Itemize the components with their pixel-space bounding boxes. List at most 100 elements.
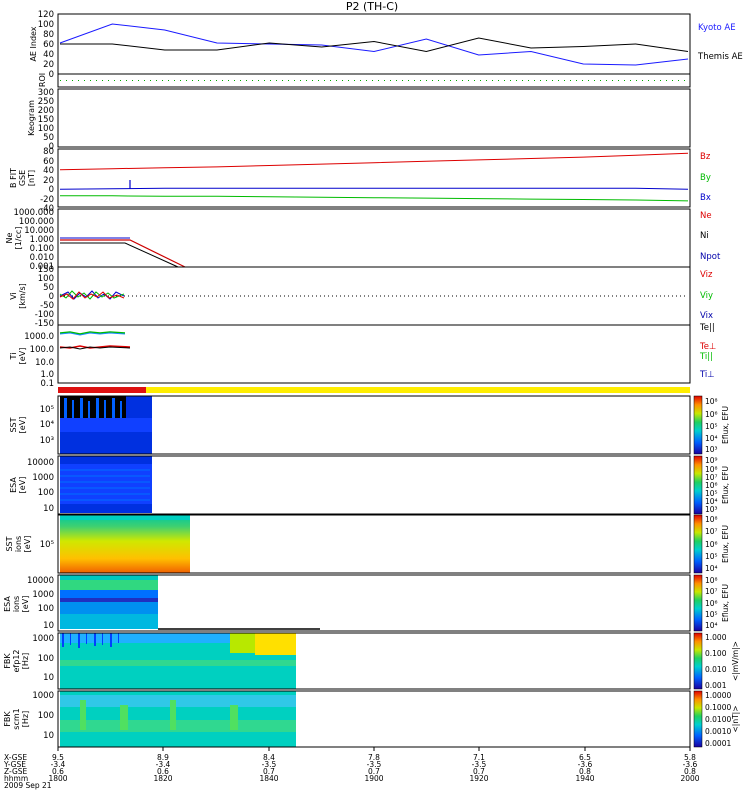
esa-e-cbar-label: Eflux, EFU: [721, 466, 730, 504]
ne-ytick: 0.010: [30, 253, 54, 263]
ti-ylabel-2: [eV]: [18, 348, 27, 365]
footer-value: 1940: [575, 774, 594, 783]
legend-ne: Ne: [700, 211, 712, 221]
sst-e-ylabel-2: [eV]: [18, 417, 27, 434]
ne-ylabel-2: [1/cc]: [14, 227, 23, 250]
footer-value: 8.4: [263, 753, 275, 762]
bfit-ytick: -20: [40, 195, 54, 205]
viz-line: [59, 291, 125, 300]
esa-electron-panel: 10000 1000 100 10 ESA [eV] 10⁹ 10⁸ 10⁷ 1…: [9, 455, 730, 515]
legend-bx: Bx: [700, 193, 711, 203]
ti-ytick: 1.0: [40, 370, 54, 380]
esa-e-cbar-tick: 10⁸: [705, 465, 718, 474]
sst-e-ylabel-1: SST: [9, 417, 18, 432]
sst-e-cbar-tick: 10⁸: [705, 397, 718, 406]
fbk-b-cbar-tick: 0.0010: [705, 727, 731, 736]
bfit-ytick: 40: [43, 166, 54, 176]
viy-line: [59, 290, 125, 300]
sst-i-cbar-tick: 10⁶: [705, 540, 718, 549]
esa-e-ytick: 1000: [32, 473, 54, 483]
footer-value: -3.5: [367, 760, 382, 769]
fbk-e-ytick: 1000: [32, 634, 54, 644]
legend-viz: Viz: [700, 270, 713, 280]
keogram-ytick: 150: [38, 115, 54, 125]
sst-i-cbar-label: Eflux, EFU: [721, 525, 730, 563]
ne-ytick: 0.100: [30, 244, 54, 254]
legend-te-par: Te||: [699, 323, 715, 333]
ae-ytick: 40: [43, 50, 54, 60]
esa-e-ytick: 100: [38, 488, 54, 498]
legend-kyoto-ae: Kyoto AE: [698, 23, 736, 33]
ti-ylabel-1: Ti: [9, 353, 18, 361]
ti-perp-line: [59, 332, 126, 336]
ti-ytick: 0.1: [40, 379, 54, 389]
sst-e-ytick: 10⁴: [40, 420, 55, 430]
legend-ti-perp: Ti⊥: [699, 370, 715, 380]
footer-value: 0.7: [263, 767, 275, 776]
sst-e-cbar-label: Eflux, EFU: [721, 406, 730, 444]
ae-yticks: 120 100 80 60 40 20 0: [38, 10, 54, 80]
fbk-b-ylabel-1: FBK: [3, 711, 12, 727]
legend-npot: Npot: [700, 252, 721, 262]
fbk-e-cbar-tick: 0.100: [705, 649, 727, 658]
ae-themis-line: [60, 37, 689, 53]
esa-e-cbar-tick: 10⁷: [705, 473, 718, 482]
footer-labels: X-GSE Y-GSE Z-GSE hhmm 2009 Sep 21: [3, 753, 52, 790]
ne-ytick: 100.000: [19, 217, 54, 227]
esa-e-cbar-tick: 10⁶: [705, 481, 718, 490]
bfit-ylabel-2: GSE: [18, 170, 27, 186]
fbk-e-cbar-tick: 0.010: [705, 665, 727, 674]
sst-e-cbar-tick: 10⁶: [705, 410, 718, 419]
legend-ni: Ni: [700, 231, 709, 241]
ne-line: [60, 239, 186, 268]
footer-row-label: hhmm: [4, 774, 28, 783]
esa-i-ylabel-1: ESA: [3, 596, 12, 612]
keogram-ytick: 50: [43, 133, 54, 143]
footer-value: -3.4: [51, 760, 66, 769]
esa-i-cbar-tick: 10⁸: [705, 576, 718, 585]
sst-e-cbar-tick: 10⁴: [705, 434, 718, 443]
esa-e-ytick: 10000: [27, 458, 54, 468]
footer-value: 1800: [48, 774, 67, 783]
sst-i-cbar-tick: 10⁵: [705, 552, 718, 561]
sst-i-ytick: 10⁵: [40, 540, 54, 550]
footer-value: 0.6: [52, 767, 64, 776]
ti-ytick: 1000.0: [24, 332, 54, 342]
ae-ytick: 80: [43, 30, 54, 40]
fbk-b-ytick: 10: [43, 731, 54, 741]
ti-par-line: [59, 331, 126, 335]
vi-ytick: 100: [38, 274, 54, 284]
esa-e-cbar-tick: 10³: [705, 505, 718, 514]
ne-ytick: 1000.000: [13, 208, 54, 218]
ae-ytick: 20: [43, 60, 54, 70]
esa-i-ytick: 1000: [32, 590, 54, 600]
esa-i-cbar-label: Eflux, EFU: [721, 584, 730, 622]
legend-by: By: [700, 173, 711, 183]
legend-bz: Bz: [700, 152, 711, 162]
footer-value: -3.4: [156, 760, 171, 769]
sst-e-cbar-tick: 10³: [705, 445, 718, 454]
esa-i-cbar-tick: 10⁵: [705, 610, 718, 619]
page-title: P2 (TH-C): [346, 0, 398, 13]
fbk-b-panel: 1000 100 10 FBK scm1 [Hz] 1.0000 0.1000 …: [3, 690, 740, 748]
keogram-ytick: 0: [49, 142, 54, 152]
footer-value: 8.9: [157, 753, 169, 762]
footer-value: 1900: [364, 774, 383, 783]
footer-value: 1820: [153, 774, 172, 783]
footer-value: 0.7: [368, 767, 380, 776]
esa-ion-panel: 10000 1000 100 10 ESA ions [eV] 10⁸ 10⁷ …: [3, 574, 730, 632]
sst-electron-panel: 10⁵ 10⁴ 10³ SST [eV] 10⁸ 10⁶ 10⁵ 10⁴ 10³…: [9, 395, 730, 455]
vi-ytick: -100: [35, 310, 54, 320]
footer-columns: 9.5-3.40.618008.9-3.40.618208.4-3.50.718…: [48, 753, 699, 783]
vi-ytick: -150: [35, 319, 54, 329]
sst-e-ytick: 10³: [40, 436, 54, 446]
esa-e-cbar-tick: 10⁹: [705, 456, 718, 465]
sst-i-cbar-tick: 10⁴: [705, 564, 718, 573]
ae-ylabel: AE Index: [29, 26, 38, 61]
keogram-ytick: 200: [38, 106, 54, 116]
esa-i-ylabel-3: [eV]: [21, 596, 30, 613]
ti-ytick: 10.0: [35, 358, 54, 368]
keogram-panel: 300 250 200 150 100 50 0 Keogram: [27, 88, 691, 152]
footer-value: -3.5: [262, 760, 277, 769]
sst-i-cbar-tick: 10⁸: [705, 515, 718, 524]
